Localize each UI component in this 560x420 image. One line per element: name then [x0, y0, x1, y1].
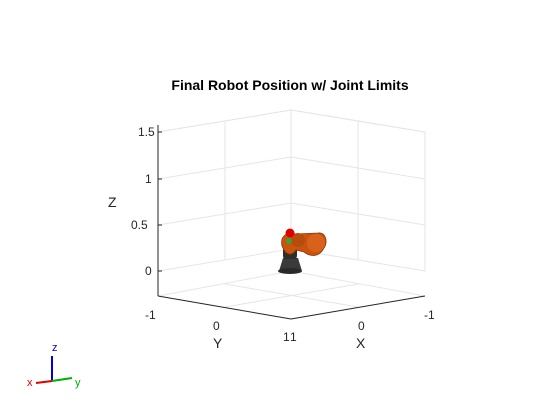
x-tick-label: 0: [358, 319, 365, 333]
x-axis-label: X: [356, 335, 366, 351]
z-axis-label: Z: [108, 194, 117, 210]
z-tick-label: 1.5: [138, 125, 155, 139]
grid-lines: [157, 109, 426, 320]
z-ticks: [158, 131, 162, 272]
axis-lines: [157, 125, 426, 320]
y-tick-label: 1: [283, 330, 290, 344]
triad-x-label: x: [27, 377, 33, 389]
y-tick-label: 0: [213, 319, 220, 333]
y-tick-label: -1: [145, 308, 156, 322]
triad-y-label: y: [75, 377, 81, 389]
plot-title: Final Robot Position w/ Joint Limits: [171, 77, 409, 93]
z-tick-label: 1: [145, 172, 152, 186]
z-tick-label: 0: [145, 264, 152, 278]
z-tick-label: 0.5: [131, 218, 148, 232]
y-axis-label: Y: [213, 335, 223, 351]
axes-triad: [35, 356, 73, 384]
triad-z-label: z: [52, 342, 58, 354]
end-effector-marker: [285, 228, 295, 238]
robot-model: [278, 228, 327, 274]
x-tick-label: -1: [424, 308, 435, 322]
x-tick-label: 1: [290, 330, 297, 344]
